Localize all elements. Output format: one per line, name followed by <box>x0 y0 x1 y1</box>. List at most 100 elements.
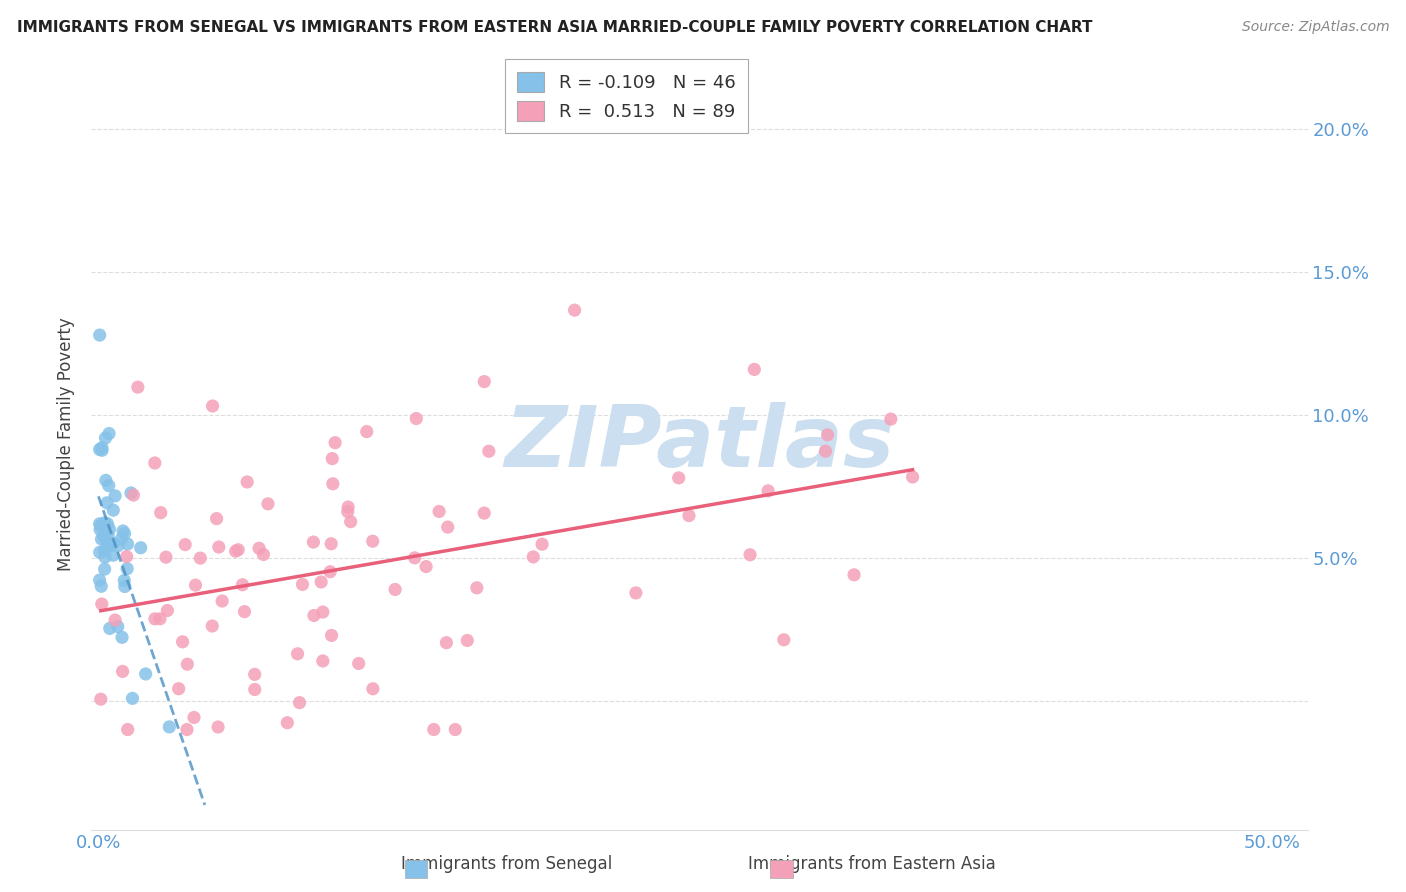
Point <box>756 483 779 498</box>
Point <box>564 303 586 318</box>
Point <box>321 537 343 551</box>
Point <box>322 476 344 491</box>
Point <box>174 538 197 552</box>
Point <box>117 723 139 737</box>
Point <box>90 597 112 611</box>
Point <box>339 515 361 529</box>
Point <box>176 723 198 737</box>
Point <box>97 478 120 492</box>
Point <box>90 579 112 593</box>
Point <box>98 522 121 536</box>
Point <box>101 548 124 562</box>
Point <box>96 496 118 510</box>
Point <box>90 441 112 455</box>
Point <box>257 497 280 511</box>
Point <box>337 500 360 514</box>
Y-axis label: Married-Couple Family Poverty: Married-Couple Family Poverty <box>58 317 76 571</box>
Point <box>188 551 211 566</box>
Point <box>427 504 450 518</box>
Point <box>89 328 111 343</box>
Point <box>111 630 134 644</box>
Point <box>309 574 332 589</box>
Point <box>361 681 384 696</box>
Point <box>201 619 224 633</box>
Point <box>98 426 121 441</box>
Point <box>117 537 139 551</box>
Point <box>97 516 120 531</box>
Point <box>183 710 205 724</box>
Legend: R = -0.109   N = 46, R =  0.513   N = 89: R = -0.109 N = 46, R = 0.513 N = 89 <box>505 59 748 134</box>
Point <box>129 541 152 555</box>
Point <box>89 516 111 531</box>
Text: IMMIGRANTS FROM SENEGAL VS IMMIGRANTS FROM EASTERN ASIA MARRIED-COUPLE FAMILY PO: IMMIGRANTS FROM SENEGAL VS IMMIGRANTS FR… <box>17 20 1092 35</box>
Point <box>127 380 149 394</box>
Point <box>436 520 458 534</box>
Point <box>121 691 143 706</box>
Point <box>312 654 335 668</box>
Point <box>347 657 370 671</box>
Point <box>207 720 229 734</box>
Point <box>321 451 343 466</box>
Point <box>287 647 309 661</box>
Point <box>122 488 145 502</box>
Text: Immigrants from Eastern Asia: Immigrants from Eastern Asia <box>748 855 995 872</box>
Point <box>149 506 172 520</box>
Point <box>742 362 765 376</box>
Point <box>111 524 134 538</box>
Point <box>172 635 194 649</box>
Point <box>143 456 166 470</box>
Point <box>211 594 233 608</box>
Point <box>361 534 384 549</box>
Point <box>291 577 314 591</box>
Point <box>93 562 115 576</box>
Point <box>90 532 112 546</box>
Point <box>98 622 121 636</box>
Point <box>465 581 488 595</box>
Point <box>817 428 839 442</box>
Point <box>201 399 224 413</box>
Point <box>115 549 138 564</box>
Point <box>226 542 249 557</box>
Point <box>444 723 467 737</box>
Point <box>208 540 231 554</box>
Point <box>668 471 690 485</box>
Text: ZIPatlas: ZIPatlas <box>505 402 894 485</box>
Point <box>678 508 700 523</box>
Point <box>149 612 172 626</box>
Point <box>901 470 924 484</box>
Point <box>243 682 266 697</box>
Point <box>157 720 180 734</box>
Point <box>321 628 343 642</box>
Point <box>89 545 111 559</box>
Point <box>288 696 311 710</box>
Point <box>104 489 127 503</box>
Point <box>323 435 346 450</box>
Point <box>225 544 247 558</box>
Point <box>111 665 134 679</box>
Point <box>112 574 135 588</box>
Point <box>114 526 136 541</box>
Point <box>276 715 298 730</box>
Point <box>94 516 117 530</box>
Point <box>115 562 138 576</box>
Point <box>104 613 127 627</box>
Point <box>336 505 359 519</box>
Point <box>107 619 129 633</box>
Point <box>107 539 129 553</box>
Point <box>319 565 342 579</box>
Point <box>472 506 495 520</box>
Point <box>90 518 112 533</box>
Point <box>156 603 179 617</box>
Point <box>233 605 256 619</box>
Point <box>252 548 274 562</box>
Text: Immigrants from Senegal: Immigrants from Senegal <box>401 855 612 872</box>
Point <box>531 537 554 551</box>
Point <box>91 443 114 458</box>
Point <box>302 535 325 549</box>
Point <box>312 605 335 619</box>
Point <box>93 543 115 558</box>
Point <box>522 549 544 564</box>
Point <box>103 503 125 517</box>
Point <box>98 539 121 553</box>
Point <box>184 578 207 592</box>
